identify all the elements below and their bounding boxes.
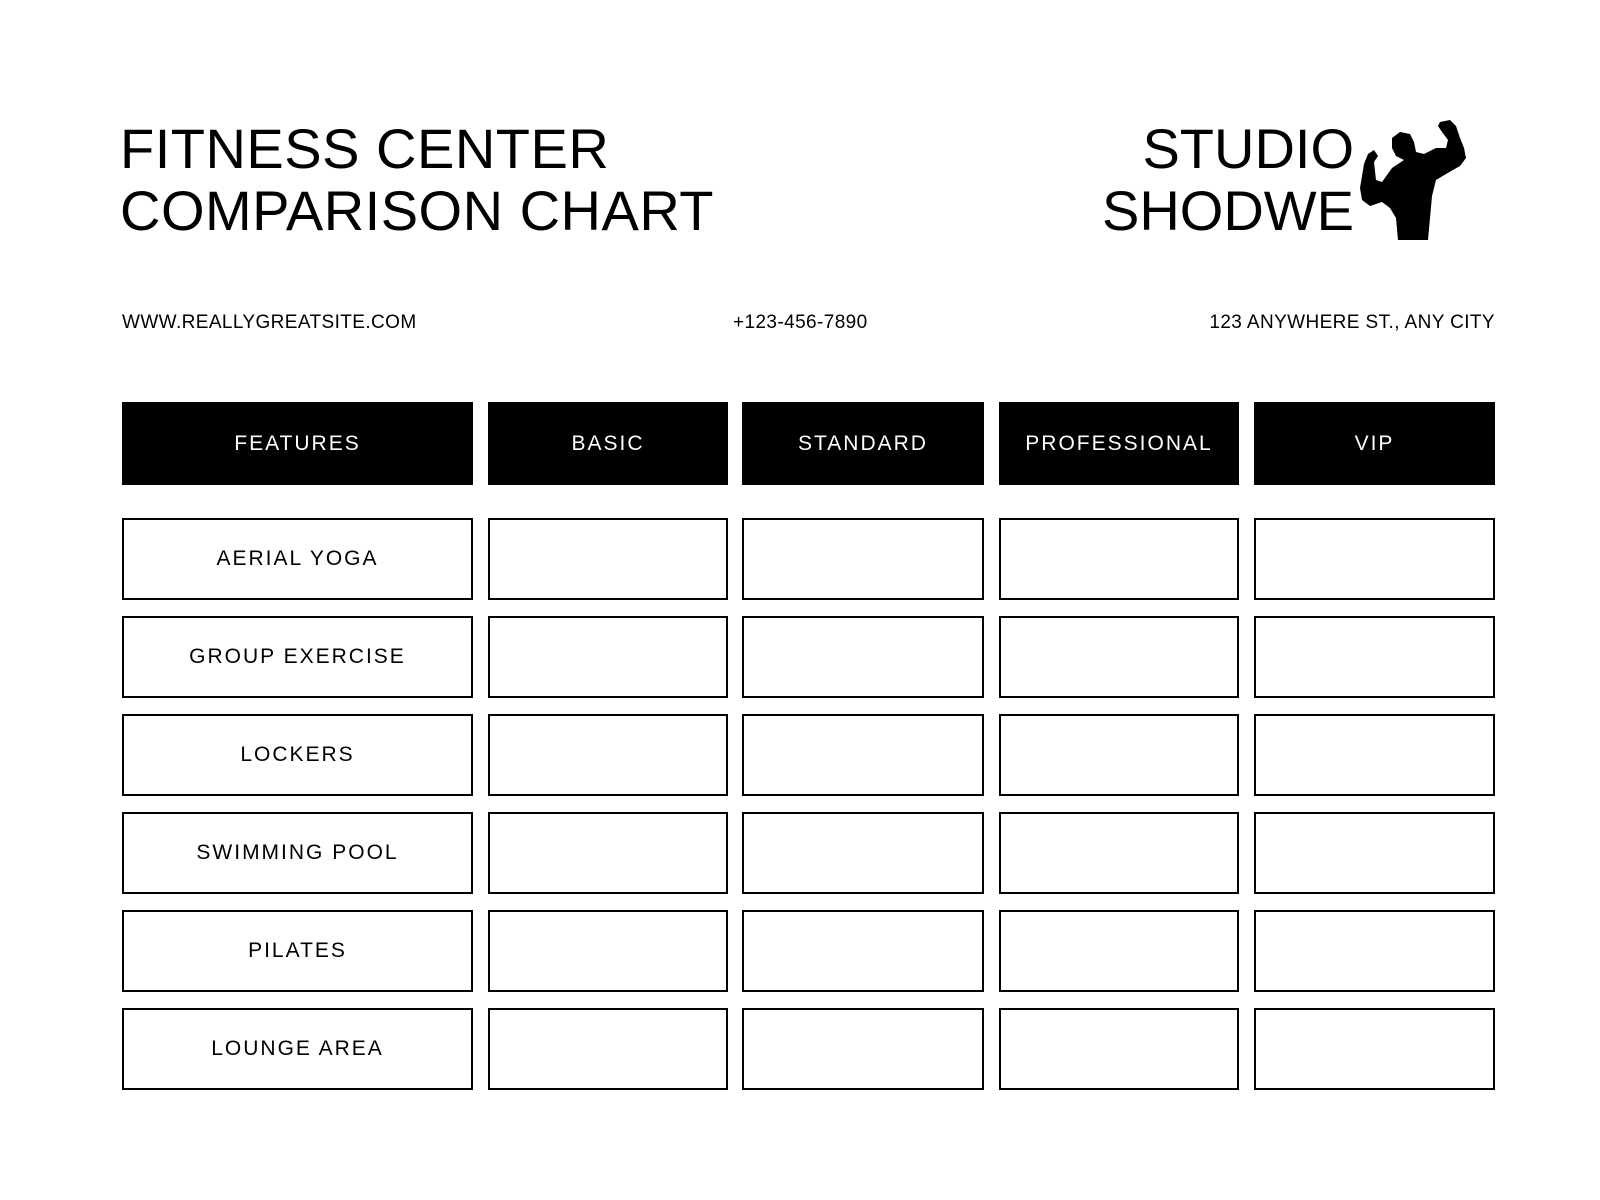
value-cell: [742, 910, 984, 992]
column-header: VIP: [1254, 402, 1495, 485]
value-cell: [488, 714, 728, 796]
feature-cell: LOUNGE AREA: [122, 1008, 473, 1090]
value-cell: [999, 518, 1239, 600]
feature-cell: PILATES: [122, 910, 473, 992]
address-text: 123 ANYWHERE ST., ANY CITY: [1209, 312, 1495, 333]
value-cell: [1254, 616, 1495, 698]
column-header: FEATURES: [122, 402, 473, 485]
flexing-bodybuilder-icon: [1360, 120, 1466, 240]
value-cell: [488, 910, 728, 992]
column-header: PROFESSIONAL: [999, 402, 1239, 485]
brand-line-2: SHODWE: [1102, 179, 1354, 242]
value-cell: [742, 714, 984, 796]
value-cell: [1254, 812, 1495, 894]
feature-cell: AERIAL YOGA: [122, 518, 473, 600]
value-cell: [999, 616, 1239, 698]
value-cell: [488, 616, 728, 698]
column-header: STANDARD: [742, 402, 984, 485]
value-cell: [999, 910, 1239, 992]
column-header: BASIC: [488, 402, 728, 485]
brand-name: STUDIO SHODWE: [1102, 118, 1354, 242]
value-cell: [1254, 910, 1495, 992]
value-cell: [488, 812, 728, 894]
value-cell: [488, 518, 728, 600]
value-cell: [742, 812, 984, 894]
brand-line-1: STUDIO: [1142, 117, 1354, 180]
value-cell: [1254, 518, 1495, 600]
value-cell: [488, 1008, 728, 1090]
value-cell: [999, 812, 1239, 894]
phone-text: +123-456-7890: [733, 312, 868, 333]
value-cell: [1254, 1008, 1495, 1090]
feature-cell: GROUP EXERCISE: [122, 616, 473, 698]
value-cell: [1254, 714, 1495, 796]
page-title: FITNESS CENTER COMPARISON CHART: [120, 118, 714, 242]
feature-cell: LOCKERS: [122, 714, 473, 796]
value-cell: [742, 616, 984, 698]
title-line-2: COMPARISON CHART: [120, 179, 714, 242]
feature-cell: SWIMMING POOL: [122, 812, 473, 894]
value-cell: [999, 714, 1239, 796]
website-text: WWW.REALLYGREATSITE.COM: [122, 312, 417, 333]
value-cell: [999, 1008, 1239, 1090]
value-cell: [742, 1008, 984, 1090]
value-cell: [742, 518, 984, 600]
title-line-1: FITNESS CENTER: [120, 117, 610, 180]
